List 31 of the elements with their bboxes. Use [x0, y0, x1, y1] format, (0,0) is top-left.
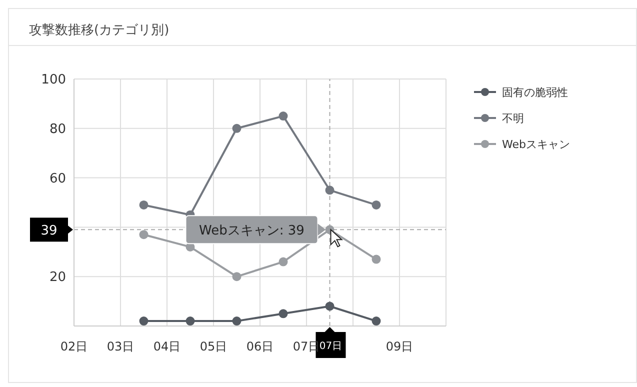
x-tick-label: 09日: [386, 340, 414, 354]
legend-label: Webスキャン: [502, 136, 570, 152]
x-tick-label: 03日: [106, 340, 134, 354]
point: [278, 112, 288, 121]
x-tick-label: 06日: [246, 340, 274, 354]
chart-title: 攻撃数推移(カテゴリ別): [9, 9, 636, 46]
legend-label: 固有の脆弱性: [502, 84, 568, 100]
point: [372, 316, 381, 326]
x-tick-label: 02日: [60, 340, 88, 354]
point: [186, 316, 195, 326]
legend-label: 不明: [502, 110, 524, 126]
point: [232, 124, 242, 133]
y-tick-label: 20: [49, 270, 66, 286]
y-tick-label: 100: [41, 72, 66, 88]
y-tick-label: 80: [49, 122, 66, 138]
x-tick-label: 04日: [153, 340, 181, 354]
ref-line-label: 39: [40, 224, 58, 239]
x-tick-label: 05日: [200, 340, 228, 354]
point: [232, 316, 242, 326]
point: [325, 302, 334, 311]
point: [372, 200, 381, 210]
point: [139, 230, 148, 240]
point: [278, 257, 288, 266]
y-tick-label: 60: [49, 171, 66, 186]
point: [139, 316, 148, 326]
point: [139, 200, 148, 210]
point: [278, 309, 288, 318]
point: [232, 272, 242, 282]
point: [325, 186, 334, 195]
annotation: Webスキャン: 39: [199, 224, 304, 239]
point: [372, 254, 381, 264]
